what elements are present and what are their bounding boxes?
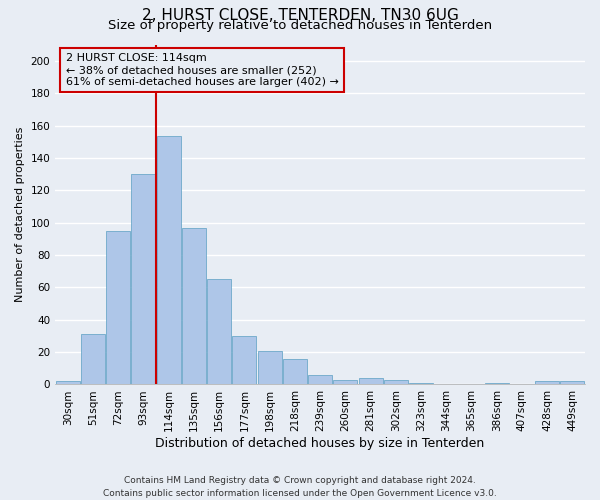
Bar <box>485 383 509 384</box>
Text: Contains HM Land Registry data © Crown copyright and database right 2024.
Contai: Contains HM Land Registry data © Crown c… <box>103 476 497 498</box>
Bar <box>207 280 231 384</box>
Bar <box>257 350 281 384</box>
Bar <box>131 174 155 384</box>
Bar <box>157 136 181 384</box>
Bar <box>409 383 433 384</box>
Text: 2 HURST CLOSE: 114sqm
← 38% of detached houses are smaller (252)
61% of semi-det: 2 HURST CLOSE: 114sqm ← 38% of detached … <box>66 54 338 86</box>
Text: 2, HURST CLOSE, TENTERDEN, TN30 6UG: 2, HURST CLOSE, TENTERDEN, TN30 6UG <box>142 8 458 22</box>
Bar <box>182 228 206 384</box>
Text: Size of property relative to detached houses in Tenterden: Size of property relative to detached ho… <box>108 19 492 32</box>
Bar <box>384 380 408 384</box>
Bar <box>232 336 256 384</box>
Y-axis label: Number of detached properties: Number of detached properties <box>15 127 25 302</box>
Bar <box>535 381 559 384</box>
Bar <box>359 378 383 384</box>
Bar <box>283 358 307 384</box>
Bar <box>81 334 105 384</box>
Bar <box>106 231 130 384</box>
Bar <box>308 375 332 384</box>
Bar <box>560 381 584 384</box>
Bar <box>334 380 357 384</box>
Bar <box>56 381 80 384</box>
X-axis label: Distribution of detached houses by size in Tenterden: Distribution of detached houses by size … <box>155 437 485 450</box>
